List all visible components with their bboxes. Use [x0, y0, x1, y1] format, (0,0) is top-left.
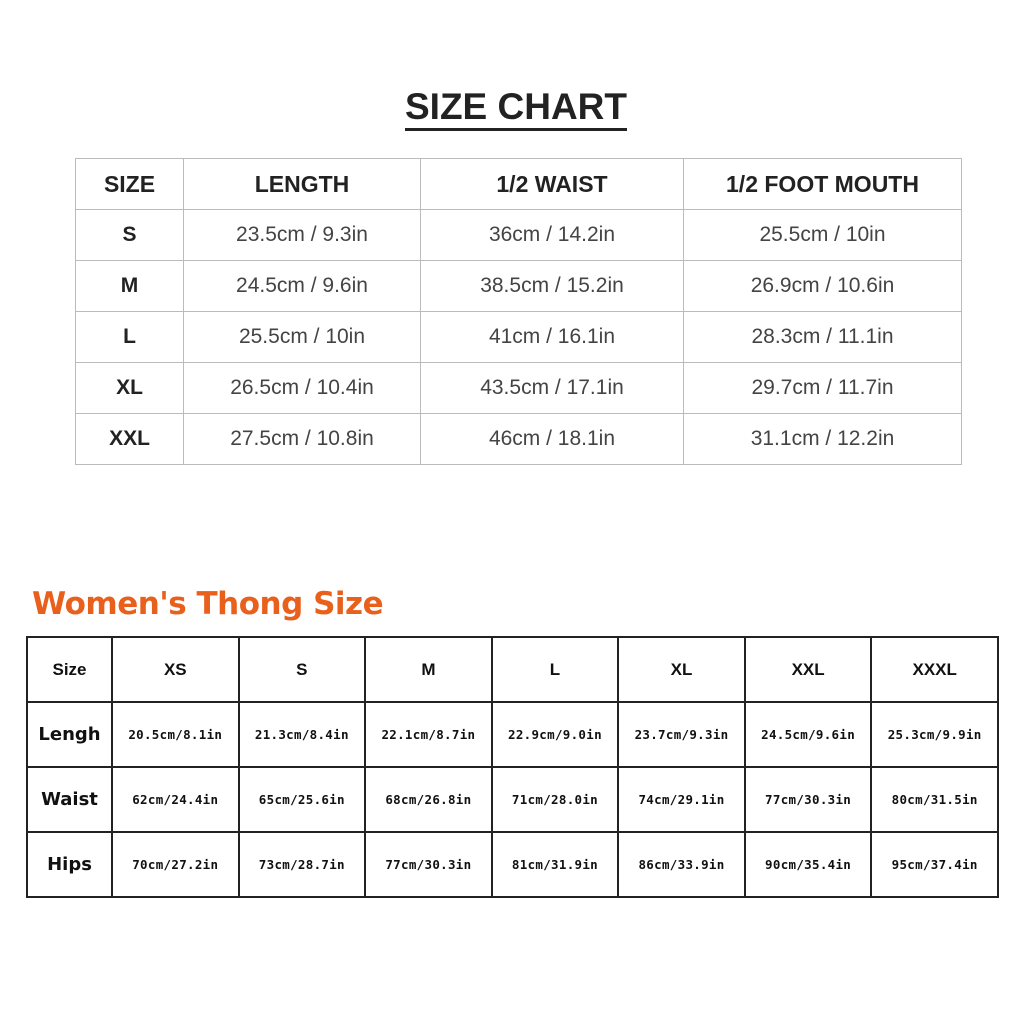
table-cell: 26.9cm / 10.6in	[683, 260, 962, 312]
table-cell: 46cm / 18.1in	[420, 413, 684, 465]
table-cell: 80cm/31.5in	[870, 766, 999, 833]
thong-size-title: Women's Thong Size	[32, 586, 384, 622]
table-cell: 90cm/35.4in	[743, 831, 873, 898]
table-cell: 29.7cm / 11.7in	[683, 362, 962, 414]
column-header: S	[237, 636, 367, 703]
table-cell: 41cm / 16.1in	[420, 311, 684, 363]
row-label: S	[75, 209, 184, 261]
table-cell: 31.1cm / 12.2in	[683, 413, 962, 465]
column-header: Size	[26, 636, 113, 703]
table-cell: 22.1cm/8.7in	[364, 701, 493, 768]
table-cell: 20.5cm/8.1in	[111, 701, 240, 768]
table-cell: 26.5cm / 10.4in	[183, 362, 421, 414]
table-row: L 25.5cm / 10in 41cm / 16.1in 28.3cm / 11.1…	[75, 311, 962, 363]
table-cell: 36cm / 14.2in	[420, 209, 684, 261]
column-header: LENGTH	[183, 158, 421, 210]
table-cell: 43.5cm / 17.1in	[420, 362, 684, 414]
column-header: XL	[617, 636, 746, 703]
table-cell: 23.5cm / 9.3in	[183, 209, 421, 261]
table-cell: 77cm/30.3in	[743, 766, 873, 833]
table-row: S 23.5cm / 9.3in 36cm / 14.2in 25.5cm / 10i…	[75, 209, 962, 261]
column-header: XXXL	[870, 636, 999, 703]
row-label: L	[75, 311, 184, 363]
table-row: M 24.5cm / 9.6in 38.5cm / 15.2in 26.9cm / 1…	[75, 260, 962, 312]
table-cell: 73cm/28.7in	[237, 831, 367, 898]
table-cell: 21.3cm/8.4in	[237, 701, 367, 768]
table-row: Hips 70cm/27.2in 73cm/28.7in 77cm/30.3in 81c…	[26, 831, 999, 898]
table-cell: 25.5cm / 10in	[183, 311, 421, 363]
table-cell: 24.5cm / 9.6in	[183, 260, 421, 312]
thong-size-table: Size XS S M L XL XXL XXXL Lengh 20.5cm/8.1in 21.3c…	[26, 636, 999, 898]
table-cell: 25.3cm/9.9in	[870, 701, 999, 768]
row-label: XXL	[75, 413, 184, 465]
table-cell: 24.5cm/9.6in	[743, 701, 873, 768]
table-cell: 23.7cm/9.3in	[617, 701, 746, 768]
table-cell: 25.5cm / 10in	[683, 209, 962, 261]
table-cell: 65cm/25.6in	[237, 766, 367, 833]
column-header: L	[490, 636, 620, 703]
table-row: XXL 27.5cm / 10.8in 46cm / 18.1in 31.1cm / …	[75, 413, 962, 465]
table-cell: 74cm/29.1in	[617, 766, 746, 833]
table-cell: 81cm/31.9in	[490, 831, 620, 898]
table-cell: 27.5cm / 10.8in	[183, 413, 421, 465]
row-label: Waist	[26, 766, 113, 833]
header-row: SIZE LENGTH 1/2 WAIST 1/2 FOOT MOUTH	[75, 158, 962, 210]
table-cell: 38.5cm / 15.2in	[420, 260, 684, 312]
column-header: 1/2 WAIST	[420, 158, 684, 210]
column-header: XXL	[743, 636, 873, 703]
header-row: Size XS S M L XL XXL XXXL	[26, 636, 999, 703]
table-cell: 95cm/37.4in	[870, 831, 999, 898]
row-label: Lengh	[26, 701, 113, 768]
table-cell: 71cm/28.0in	[490, 766, 620, 833]
table-cell: 22.9cm/9.0in	[490, 701, 620, 768]
size-chart-title: SIZE CHART	[0, 86, 1024, 131]
table-cell: 77cm/30.3in	[364, 831, 493, 898]
table-cell: 62cm/24.4in	[111, 766, 240, 833]
row-label: Hips	[26, 831, 113, 898]
table-cell: 68cm/26.8in	[364, 766, 493, 833]
table-cell: 28.3cm / 11.1in	[683, 311, 962, 363]
column-header: 1/2 FOOT MOUTH	[683, 158, 962, 210]
table-row: Waist 62cm/24.4in 65cm/25.6in 68cm/26.8in 71…	[26, 766, 999, 833]
table-row: XL 26.5cm / 10.4in 43.5cm / 17.1in 29.7cm /…	[75, 362, 962, 414]
table-cell: 70cm/27.2in	[111, 831, 240, 898]
row-label: M	[75, 260, 184, 312]
table-row: Lengh 20.5cm/8.1in 21.3cm/8.4in 22.1cm/8.7i…	[26, 701, 999, 768]
column-header: M	[364, 636, 493, 703]
table-cell: 86cm/33.9in	[617, 831, 746, 898]
column-header: SIZE	[75, 158, 184, 210]
column-header: XS	[111, 636, 240, 703]
size-chart-table: SIZE LENGTH 1/2 WAIST 1/2 FOOT MOUTH S 23.5cm…	[75, 158, 962, 465]
row-label: XL	[75, 362, 184, 414]
